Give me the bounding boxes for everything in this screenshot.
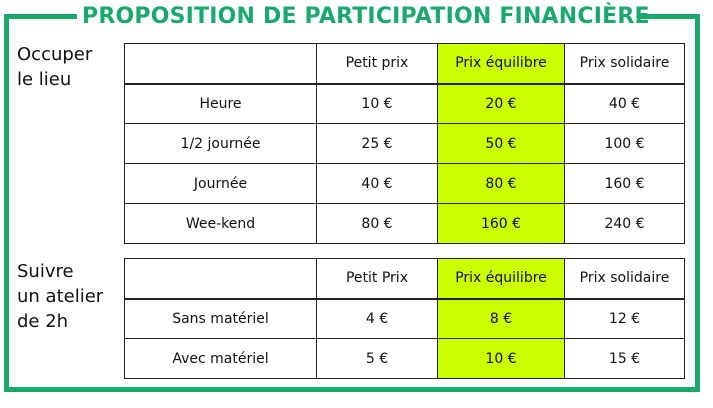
header-cell-prix-equilibre: Prix équilibre <box>437 43 565 84</box>
price-cell: 5 € <box>316 338 438 379</box>
section-label-suivre-un-atelier: Suivre un atelier de 2h <box>17 259 103 334</box>
price-cell: 160 € <box>564 163 685 204</box>
price-cell-highlighted: 10 € <box>437 338 565 379</box>
price-cell: 4 € <box>316 297 438 339</box>
page-border-frame <box>4 17 700 392</box>
section-label-line: Occuper <box>17 44 93 65</box>
section-label-line: Suivre <box>17 261 74 282</box>
header-cell-prix-equilibre: Prix équilibre <box>437 258 565 299</box>
row-label: Avec matériel <box>124 338 317 379</box>
row-label: Wee-kend <box>124 203 317 244</box>
row-label: Heure <box>124 82 317 124</box>
table-row: Wee-kend 80 € 160 € 240 € <box>124 203 685 244</box>
frame-top-left-segment <box>4 14 77 19</box>
price-cell-highlighted: 160 € <box>437 203 565 244</box>
price-cell: 240 € <box>564 203 685 244</box>
section-label-line: de 2h <box>17 311 69 332</box>
price-cell-highlighted: 50 € <box>437 123 565 164</box>
table-row: Avec matériel 5 € 10 € 15 € <box>124 338 685 379</box>
price-table-occuper-le-lieu: Petit prix Prix équilibre Prix solidaire… <box>124 43 685 244</box>
row-label: Journée <box>124 163 317 204</box>
price-cell: 12 € <box>564 297 685 339</box>
header-cell-empty <box>124 258 317 299</box>
table-header-row: Petit prix Prix équilibre Prix solidaire <box>124 43 685 84</box>
row-label: 1/2 journée <box>124 123 317 164</box>
price-cell: 80 € <box>316 203 438 244</box>
table-row: 1/2 journée 25 € 50 € 100 € <box>124 123 685 164</box>
price-cell: 40 € <box>564 82 685 124</box>
price-cell: 100 € <box>564 123 685 164</box>
frame-top-right-segment <box>638 14 700 19</box>
page-title: PROPOSITION DE PARTICIPATION FINANCIÈRE <box>82 4 650 29</box>
header-cell-prix-solidaire: Prix solidaire <box>564 258 685 299</box>
price-cell-highlighted: 8 € <box>437 297 565 339</box>
section-label-line: le lieu <box>17 69 72 90</box>
header-cell-prix-solidaire: Prix solidaire <box>564 43 685 84</box>
price-cell: 15 € <box>564 338 685 379</box>
table-row: Journée 40 € 80 € 160 € <box>124 163 685 204</box>
header-cell-empty <box>124 43 317 84</box>
price-cell: 10 € <box>316 82 438 124</box>
header-cell-petit-prix: Petit Prix <box>316 258 438 299</box>
section-label-line: un atelier <box>17 286 104 307</box>
section-label-occuper-le-lieu: Occuper le lieu <box>17 42 92 92</box>
price-cell-highlighted: 20 € <box>437 82 565 124</box>
price-cell: 40 € <box>316 163 438 204</box>
price-table-suivre-un-atelier: Petit Prix Prix équilibre Prix solidaire… <box>124 258 685 379</box>
header-cell-petit-prix: Petit prix <box>316 43 438 84</box>
price-cell-highlighted: 80 € <box>437 163 565 204</box>
table-row: Sans matériel 4 € 8 € 12 € <box>124 297 685 339</box>
table-row: Heure 10 € 20 € 40 € <box>124 82 685 124</box>
table-header-row: Petit Prix Prix équilibre Prix solidaire <box>124 258 685 299</box>
row-label: Sans matériel <box>124 297 317 339</box>
price-cell: 25 € <box>316 123 438 164</box>
